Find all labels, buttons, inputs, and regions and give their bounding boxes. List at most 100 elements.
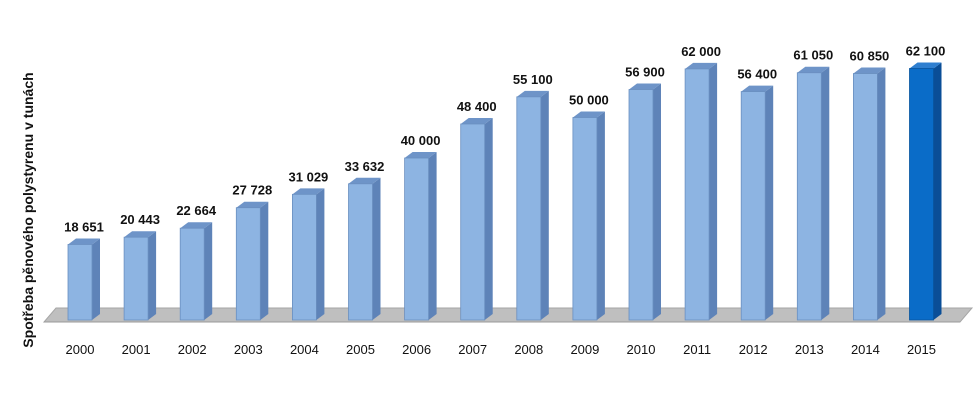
value-label-2015: 62 100	[906, 43, 946, 58]
bar-2012	[740, 85, 774, 321]
x-tick-label-2004: 2004	[290, 342, 319, 357]
bar-front	[235, 207, 261, 321]
bar-side	[821, 66, 830, 320]
x-tick-label-2006: 2006	[402, 342, 431, 357]
bar-side	[653, 83, 661, 321]
bar-2004	[291, 188, 325, 321]
value-label-2005: 33 632	[345, 159, 385, 174]
bar-2009	[572, 111, 605, 321]
x-tick-label-2012: 2012	[739, 342, 768, 357]
bar-2002	[179, 222, 213, 321]
x-tick-label-2000: 2000	[66, 342, 95, 357]
x-tick-label-2011: 2011	[683, 342, 711, 357]
bar-2006	[404, 152, 437, 321]
bar-top	[797, 66, 830, 73]
bar-front	[404, 157, 430, 321]
bar-2007	[460, 117, 493, 321]
bar-side	[316, 188, 325, 320]
x-tick-label-2002: 2002	[178, 342, 207, 357]
bar-front	[796, 72, 822, 321]
bar-top	[68, 238, 100, 245]
bar-top	[909, 62, 942, 69]
bar-side	[877, 67, 886, 321]
bar-front	[348, 183, 373, 321]
bar-2000	[67, 238, 100, 321]
bar-front	[67, 244, 93, 321]
value-label-2002: 22 664	[176, 203, 217, 218]
x-tick-label-2008: 2008	[514, 342, 543, 357]
bar-top	[404, 152, 437, 158]
value-label-2013: 61 050	[793, 48, 833, 63]
value-label-2012: 56 400	[737, 67, 777, 82]
bar-front	[853, 73, 878, 321]
x-tick-label-2015: 2015	[907, 342, 936, 357]
bar-front	[740, 91, 766, 321]
bar-top	[516, 90, 549, 97]
bar-2013	[796, 66, 830, 321]
bar-side	[204, 222, 213, 320]
value-label-2010: 56 900	[625, 65, 665, 80]
x-tick-label-2014: 2014	[851, 342, 880, 357]
bar-side	[484, 117, 493, 320]
bar-2003	[235, 201, 269, 321]
chart-floor	[42, 307, 974, 323]
bar-front	[460, 123, 486, 321]
bar-2014	[853, 67, 886, 321]
value-label-2009: 50 000	[569, 93, 609, 108]
bar-front	[684, 68, 710, 321]
bar-front	[123, 236, 149, 321]
x-tick-label-2009: 2009	[570, 342, 599, 357]
value-label-2008: 55 100	[513, 72, 553, 87]
value-label-2003: 27 728	[232, 183, 272, 198]
bar-side	[260, 201, 269, 320]
bar-side	[92, 238, 100, 320]
bar-2010	[628, 83, 661, 321]
bar-top	[236, 201, 269, 208]
bar-top	[460, 117, 493, 124]
x-tick-label-2003: 2003	[234, 342, 263, 357]
bar-side	[933, 62, 942, 321]
bar-front	[628, 89, 654, 321]
value-label-2004: 31 029	[289, 169, 329, 184]
bar-side	[596, 111, 605, 320]
bar-front	[909, 68, 934, 321]
bar-2011	[684, 62, 718, 321]
bar-top	[572, 111, 605, 118]
bars-group	[67, 62, 942, 321]
value-label-2014: 60 850	[850, 49, 890, 64]
x-tick-label-2013: 2013	[795, 342, 824, 357]
value-label-2007: 48 400	[457, 99, 497, 114]
bar-front	[179, 227, 205, 321]
bar-top	[292, 188, 325, 195]
x-tick-labels-group: 2000 2001 2002 2003 2004 2005 2006 2007 2008 2009…	[66, 342, 936, 357]
bar-side	[428, 152, 437, 320]
bar-side	[540, 90, 549, 320]
value-label-2011: 62 000	[681, 44, 721, 59]
x-tick-label-2001: 2001	[122, 342, 151, 357]
bar-top	[348, 177, 381, 184]
value-label-2006: 40 000	[401, 133, 441, 148]
bar-2001	[123, 231, 157, 321]
bar-side	[709, 62, 718, 321]
y-axis-label: Spotřeba pěnového polystyrenu v tunách	[20, 72, 36, 348]
x-tick-label-2005: 2005	[346, 342, 375, 357]
bar-2015	[909, 62, 942, 321]
bar-side	[372, 177, 381, 320]
bar-top	[124, 231, 157, 238]
bar-top	[741, 85, 774, 92]
bar-top	[180, 222, 213, 229]
bar-2008	[516, 90, 549, 321]
bar-side	[148, 231, 157, 320]
bar-2005	[348, 177, 381, 321]
value-label-2001: 20 443	[120, 212, 160, 227]
value-labels-group: 18 651 20 443 22 664 27 728 31 029 33 632 40 0…	[64, 43, 945, 234]
bar-front	[572, 117, 598, 321]
bar-top	[853, 67, 886, 74]
bar-front	[291, 193, 317, 321]
bar-front	[516, 96, 542, 321]
bar-top	[629, 83, 661, 90]
value-label-2000: 18 651	[64, 219, 104, 234]
x-tick-label-2007: 2007	[458, 342, 487, 357]
